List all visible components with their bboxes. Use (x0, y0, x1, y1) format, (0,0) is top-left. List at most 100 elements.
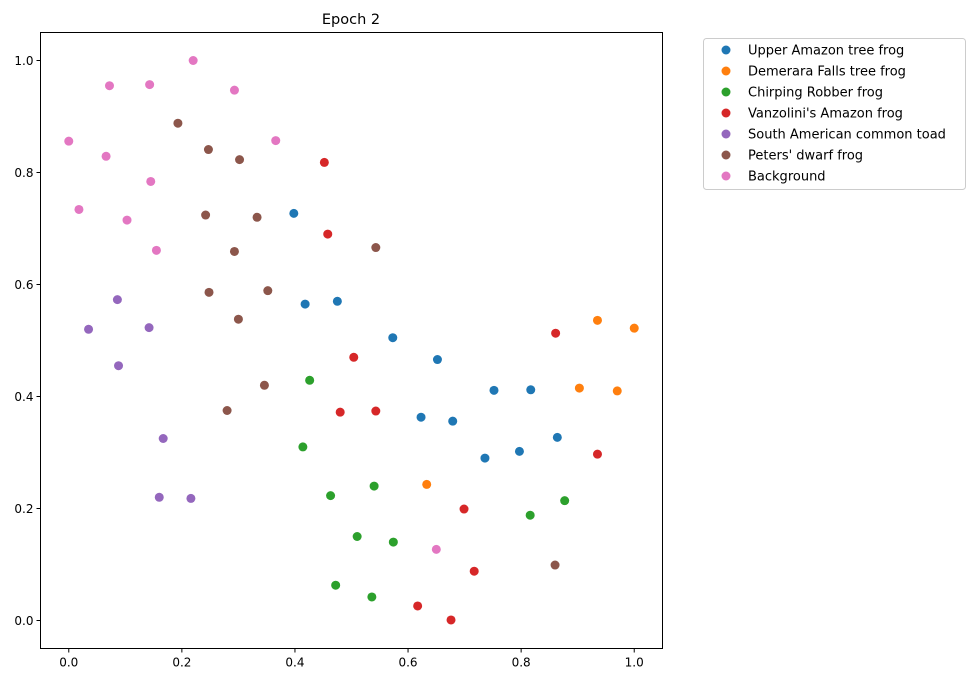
scatter-point (525, 510, 535, 520)
x-tick-label: 0.8 (512, 656, 531, 670)
scatter-point (551, 328, 561, 338)
y-tick-label: 0.0 (14, 614, 33, 628)
scatter-point (371, 243, 381, 253)
legend-frame (703, 38, 966, 190)
scatter-point (331, 580, 341, 590)
y-tick-label: 0.8 (14, 166, 33, 180)
scatter-point (388, 537, 398, 547)
x-tick-label: 0.6 (398, 656, 417, 670)
scatter-point (229, 246, 239, 256)
y-tick-label: 0.6 (14, 278, 33, 292)
scatter-point (489, 385, 499, 395)
legend-marker (721, 66, 731, 76)
scatter-point (298, 442, 308, 452)
scatter-point (335, 407, 345, 417)
scatter-point (514, 446, 524, 456)
scatter-point (222, 406, 232, 415)
scatter-point (64, 136, 74, 146)
scatter-point (367, 592, 377, 602)
scatter-point (104, 81, 114, 91)
legend-label: Background (748, 170, 826, 185)
scatter-point (560, 496, 570, 506)
scatter-point (186, 493, 196, 503)
scatter-point (371, 406, 381, 416)
scatter-point (422, 479, 432, 489)
scatter-point (229, 85, 239, 95)
scatter-point (263, 286, 273, 296)
legend-marker (721, 171, 731, 181)
chart-title: Epoch 2 (322, 12, 380, 28)
scatter-point (271, 136, 281, 146)
scatter-point (592, 449, 602, 459)
x-tick-label: 1.0 (625, 656, 644, 670)
scatter-point (432, 355, 442, 365)
legend-marker (721, 87, 731, 97)
legend-label: South American common toad (748, 128, 946, 143)
scatter-point (204, 287, 214, 297)
scatter-point (480, 453, 490, 463)
scatter-point (332, 296, 342, 306)
scatter-point (158, 434, 168, 443)
scatter-point (459, 504, 469, 514)
scatter-point (173, 118, 183, 128)
scatter-point (289, 208, 299, 218)
scatter-point (112, 295, 122, 305)
scatter-point (146, 176, 156, 186)
scatter-point (101, 151, 111, 161)
scatter-point (74, 204, 84, 214)
scatter-point (144, 323, 154, 333)
scatter-point (235, 155, 245, 165)
scatter-point (154, 492, 164, 502)
scatter-point (446, 615, 456, 625)
scatter-point (300, 299, 310, 309)
scatter-point (349, 352, 359, 362)
legend-items: Upper Amazon tree frog Demerara Falls tre… (721, 44, 946, 185)
scatter-point (550, 560, 560, 570)
scatter-point (574, 383, 584, 393)
x-tick-label: 0.4 (285, 656, 304, 670)
legend-marker (721, 108, 731, 118)
scatter-point (233, 314, 243, 324)
legend-label: Vanzolini's Amazon frog (748, 107, 903, 122)
scatter-point (388, 333, 398, 343)
scatter-point (416, 412, 426, 422)
scatter-point (201, 210, 211, 220)
points-layer (64, 56, 639, 625)
legend-label: Chirping Robber frog (748, 86, 883, 101)
legend: Upper Amazon tree frog Demerara Falls tre… (703, 38, 966, 190)
y-tick-label: 0.2 (14, 502, 33, 516)
scatter-point (469, 566, 479, 576)
scatter-point (413, 601, 423, 611)
scatter-point (612, 386, 622, 396)
scatter-point (552, 432, 562, 442)
legend-label: Upper Amazon tree frog (748, 44, 904, 59)
legend-marker (721, 45, 731, 55)
scatter-point (252, 212, 262, 222)
scatter-point (326, 491, 336, 501)
x-tick-label: 0.2 (172, 656, 191, 670)
legend-label: Peters' dwarf frog (748, 149, 863, 164)
legend-marker (721, 129, 731, 139)
scatter-point (259, 380, 269, 390)
plot-area-frame (40, 32, 663, 649)
scatter-point (84, 324, 94, 334)
scatter-point (431, 544, 441, 554)
scatter-point (448, 416, 458, 426)
x-tick-label: 0.0 (59, 656, 78, 670)
scatter-point (114, 361, 124, 371)
y-tick-label: 0.4 (14, 390, 33, 404)
scatter-point (369, 481, 379, 491)
scatter-point (203, 145, 213, 155)
legend-marker (721, 150, 731, 160)
scatter-point (122, 215, 132, 225)
scatter-point (323, 229, 333, 239)
scatter-point (629, 323, 639, 333)
scatter-point (188, 56, 198, 65)
scatter-point (319, 157, 329, 167)
scatter-point (151, 245, 161, 255)
axes-layer: 0.0 0.2 0.4 0.6 0.8 1.0 0.0 0.2 0.4 0.6 0.8 1.0 (14, 54, 643, 670)
scatter-point (526, 385, 536, 395)
legend-label: Demerara Falls tree frog (748, 65, 906, 80)
scatter-point (592, 315, 602, 325)
